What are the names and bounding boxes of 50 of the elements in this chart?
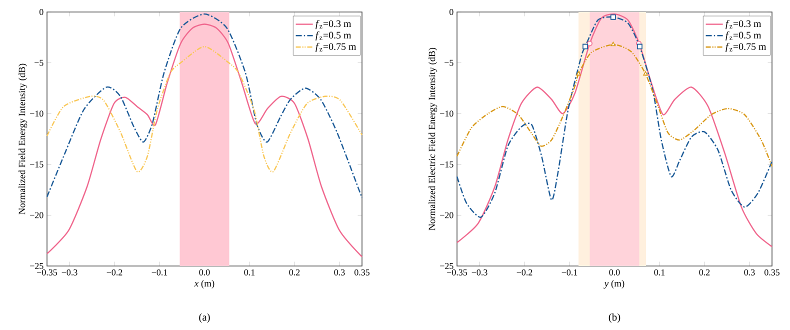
x-tick-label: −0.2 — [516, 269, 532, 276]
y-tick-label: −15 — [30, 161, 44, 168]
legend-label: f$_{z}$=0.3 m — [726, 20, 762, 30]
y-tick-label: −5 — [444, 60, 454, 66]
y-axis-title: Normalized Field Energy Intensity (dB) — [18, 64, 28, 214]
legend-label: f$_{z}$=0.75 m — [726, 42, 766, 52]
x-tick-label: −0.35 — [37, 269, 58, 276]
y-tick-label: −10 — [440, 110, 454, 117]
y-tick-label: 0 — [450, 8, 454, 16]
y-tick-label: −10 — [30, 110, 44, 117]
line-series — [46, 13, 363, 199]
text: (b) — [608, 313, 620, 323]
x-tick-label: 0.35 — [764, 269, 780, 276]
y-tick-label: −25 — [30, 262, 44, 270]
point — [587, 40, 592, 46]
x-tick-label: −0.35 — [447, 269, 468, 276]
x-tick-label: −0.2 — [106, 269, 122, 276]
x-tick-label: 0.2 — [699, 269, 710, 276]
x-tick-label: 0.35 — [354, 269, 370, 276]
legend-label: f$_{z}$=0.5 m — [726, 31, 762, 41]
x-tick-label: 0.0 — [199, 269, 210, 276]
y-tick-label: −20 — [30, 212, 44, 218]
x-tick-label: 0.0 — [609, 269, 620, 276]
point — [576, 71, 581, 76]
y-tick-label: −15 — [440, 161, 454, 168]
x-tick-label: 0.3 — [744, 269, 755, 276]
x-tick-label: −0.1 — [562, 269, 578, 276]
x-tick-label: −0.3 — [472, 269, 488, 276]
x-tick-label: −0.3 — [62, 269, 78, 276]
point — [636, 44, 642, 50]
point — [643, 71, 648, 76]
point — [582, 44, 588, 50]
x-axis-title: x (m) — [194, 280, 214, 289]
legend-label: f$_{z}$=0.75 m — [316, 42, 356, 52]
y-tick-label: 0 — [40, 8, 44, 16]
y-axis-title: Normalized Electric Field Energy Intensity (dB) — [428, 48, 438, 230]
x-tick-label: 0.3 — [334, 269, 345, 276]
y-tick-label: −25 — [440, 262, 454, 270]
legend-label: f$_{z}$=0.5 m — [316, 31, 352, 41]
x-tick-label: 0.1 — [654, 269, 665, 276]
y-tick-label: −5 — [34, 60, 44, 66]
x-tick-label: 0.1 — [244, 269, 255, 276]
text: (a) — [199, 313, 210, 323]
x-tick-label: 0.2 — [289, 269, 300, 276]
legend-label: f$_{z}$=0.3 m — [316, 20, 352, 30]
y-tick-label: −20 — [440, 212, 454, 218]
x-tick-label: −0.1 — [152, 269, 168, 276]
x-axis-title: y (m) — [604, 280, 624, 289]
point — [610, 14, 616, 20]
point — [610, 42, 616, 46]
